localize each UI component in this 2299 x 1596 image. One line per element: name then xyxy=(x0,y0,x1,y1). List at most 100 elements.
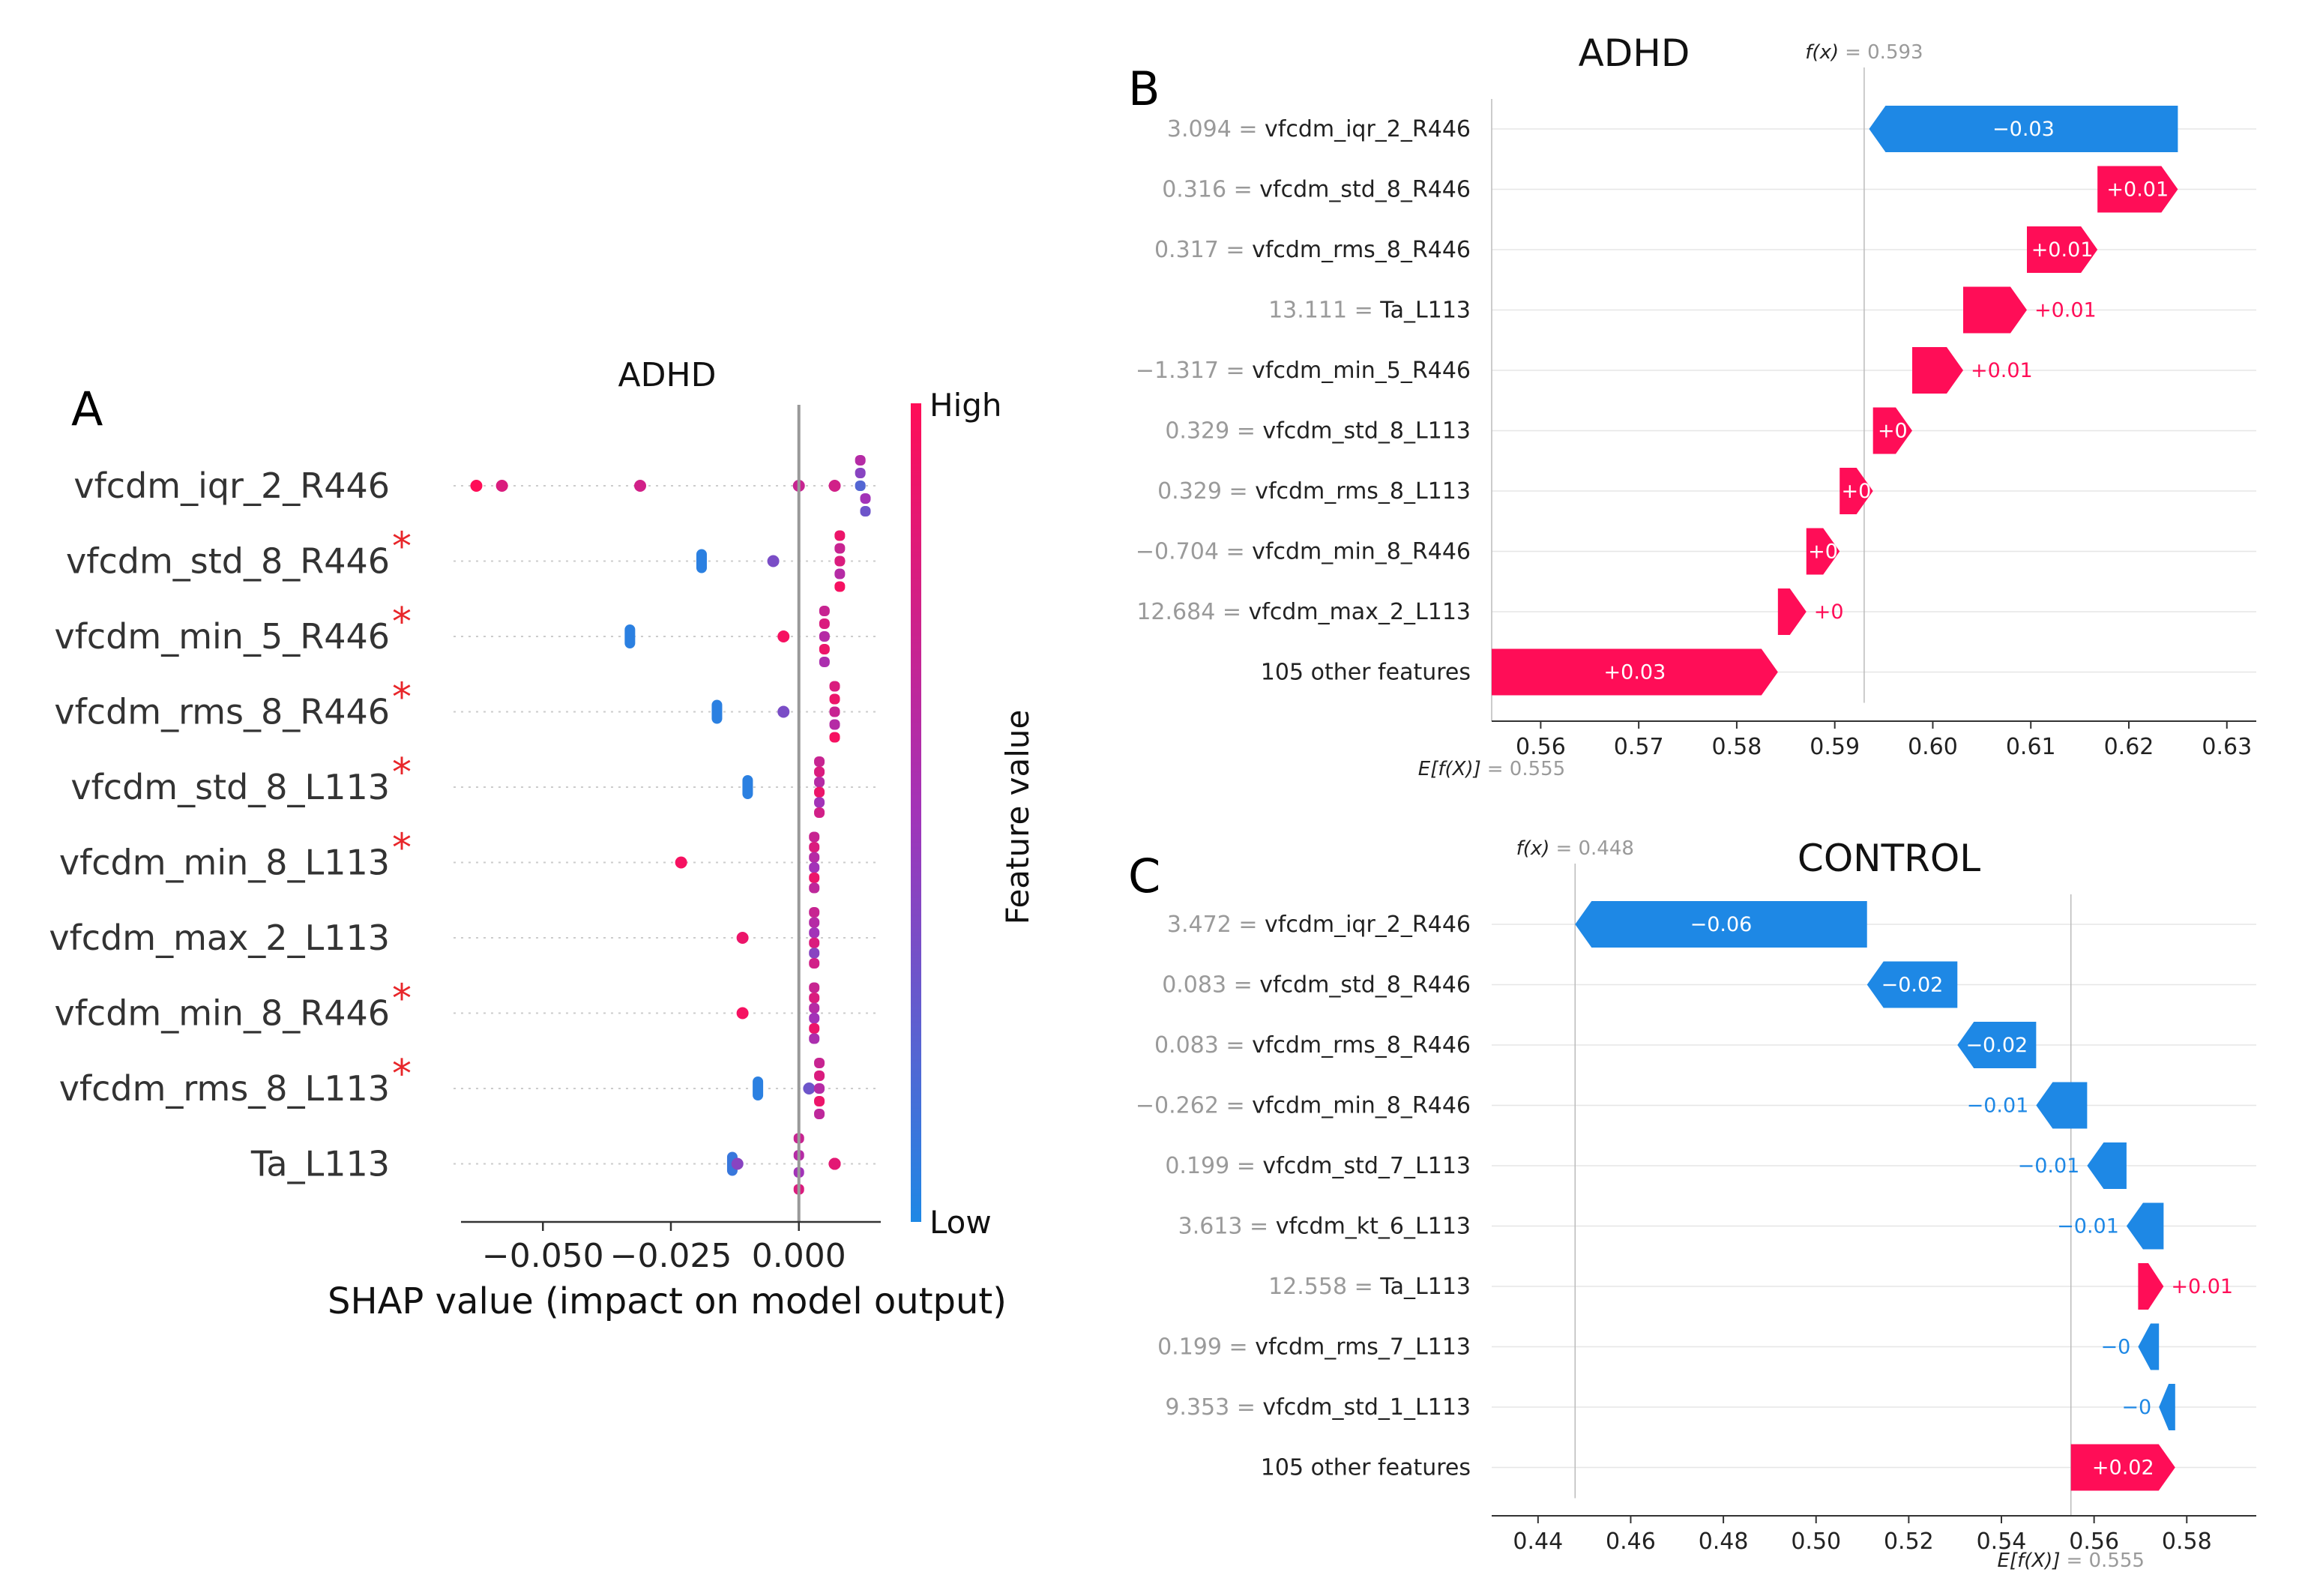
waterfall-negative-bar xyxy=(1957,1022,2037,1068)
beeswarm-x-tick-label: −0.025 xyxy=(610,1237,732,1275)
beeswarm-point xyxy=(777,705,790,718)
waterfall-feature-name: vfcdm_min_8_R446 xyxy=(1252,1093,1471,1119)
waterfall-feature-label: 0.316 = vfcdm_std_8_R446 xyxy=(1162,177,1471,203)
waterfall-x-tick-label: 0.56 xyxy=(1516,734,1566,760)
beeswarm-point xyxy=(814,797,825,808)
beeswarm-point xyxy=(814,1070,825,1081)
waterfall-feature-label: 0.199 = vfcdm_rms_7_L113 xyxy=(1157,1334,1471,1361)
panel-letter-b: B xyxy=(1128,61,1160,116)
waterfall-c-plot: f(x) = 0.448 −0.06 3.472 = vfcdm_iqr_2_R446… xyxy=(1136,837,2256,1572)
beeswarm-point xyxy=(829,706,840,717)
waterfall-expected-symbol: E[f(X)] xyxy=(1998,1550,2061,1572)
waterfall-feature-name: vfcdm_iqr_2_R446 xyxy=(1265,912,1471,938)
beeswarm-point xyxy=(809,1033,820,1044)
waterfall-x-tick-label: 0.56 xyxy=(2069,1529,2119,1555)
waterfall-positive-bar xyxy=(2070,1444,2175,1491)
waterfall-negative-bar xyxy=(1866,961,1958,1008)
waterfall-c-title: CONTROL xyxy=(1798,837,1980,880)
waterfall-feature-value: 0.083 = xyxy=(1162,972,1259,999)
waterfall-bar-label: +0.01 xyxy=(2171,1275,2233,1298)
waterfall-feature-value: 0.199 = xyxy=(1165,1153,1262,1179)
waterfall-feature-name: vfcdm_min_5_R446 xyxy=(1252,358,1471,384)
beeswarm-point xyxy=(809,993,820,1004)
waterfall-feature-value: 0.199 = xyxy=(1157,1334,1255,1361)
waterfall-feature-label: −0.262 = vfcdm_min_8_R446 xyxy=(1136,1093,1471,1119)
waterfall-feature-label: 12.684 = vfcdm_max_2_L113 xyxy=(1136,599,1471,625)
waterfall-bar-label: +0.01 xyxy=(2106,178,2169,202)
beeswarm-feature-label: vfcdm_min_8_L113 xyxy=(59,843,390,883)
waterfall-x-tick-label: 0.62 xyxy=(2104,734,2154,760)
beeswarm-point xyxy=(855,468,866,478)
waterfall-feature-name: Ta_L113 xyxy=(1379,298,1471,324)
beeswarm-feature-label: vfcdm_rms_8_R446 xyxy=(54,692,390,732)
waterfall-x-tick-label: 0.59 xyxy=(1810,734,1860,760)
waterfall-fx-value: = 0.593 xyxy=(1845,41,1923,64)
waterfall-feature-label: 3.094 = vfcdm_iqr_2_R446 xyxy=(1167,116,1471,142)
beeswarm-point xyxy=(814,1058,825,1068)
beeswarm-feature-label: vfcdm_min_5_R446 xyxy=(55,616,391,657)
waterfall-bar-label: +0.01 xyxy=(2031,238,2094,262)
beeswarm-point xyxy=(829,693,840,705)
beeswarm-point xyxy=(809,1023,820,1034)
waterfall-positive-bar xyxy=(1777,588,1807,635)
waterfall-feature-name: vfcdm_rms_7_L113 xyxy=(1255,1334,1471,1361)
waterfall-bar-label: +0.03 xyxy=(1604,661,1666,684)
waterfall-feature-name: vfcdm_iqr_2_R446 xyxy=(1265,116,1471,142)
waterfall-negative-bar xyxy=(2138,1323,2160,1370)
waterfall-x-tick-label: 0.46 xyxy=(1606,1529,1656,1555)
beeswarm-point xyxy=(834,530,846,541)
beeswarm-point xyxy=(767,555,780,567)
colorbar-title: Feature value xyxy=(999,710,1036,925)
beeswarm-point xyxy=(809,1013,820,1024)
beeswarm-point xyxy=(814,777,825,788)
waterfall-feature-label: 3.613 = vfcdm_kt_6_L113 xyxy=(1178,1214,1471,1240)
beeswarm-point xyxy=(753,1076,764,1100)
waterfall-feature-label: 0.317 = vfcdm_rms_8_R446 xyxy=(1154,237,1471,263)
waterfall-positive-bar xyxy=(1912,347,1963,394)
beeswarm-point xyxy=(819,606,830,616)
waterfall-bar-label: −0 xyxy=(2121,1396,2151,1419)
waterfall-feature-name: vfcdm_min_8_R446 xyxy=(1252,539,1471,565)
beeswarm-point xyxy=(819,657,830,667)
beeswarm-feature-label: vfcdm_std_8_L113 xyxy=(70,767,390,807)
waterfall-feature-name: vfcdm_rms_8_R446 xyxy=(1252,237,1471,263)
beeswarm-point xyxy=(860,506,871,517)
waterfall-fx-annotation: f(x) = 0.593 xyxy=(1805,41,1923,64)
beeswarm-point xyxy=(855,455,866,466)
colorbar-low-label: Low xyxy=(929,1204,992,1241)
beeswarm-point xyxy=(819,631,830,642)
beeswarm-point xyxy=(834,581,846,592)
waterfall-x-tick-label: 0.58 xyxy=(1712,734,1762,760)
panel-letter-a: A xyxy=(71,382,103,436)
panel-letter-c: C xyxy=(1128,849,1160,903)
waterfall-bar-label: −0.06 xyxy=(1690,913,1753,936)
waterfall-fx-annotation: f(x) = 0.448 xyxy=(1516,837,1634,860)
waterfall-feature-name: vfcdm_max_2_L113 xyxy=(1249,599,1471,625)
waterfall-bar-label: −0.01 xyxy=(1967,1094,2029,1118)
beeswarm-point xyxy=(675,856,687,869)
beeswarm-point xyxy=(834,543,846,554)
waterfall-feature-value: 0.329 = xyxy=(1157,478,1255,505)
significance-star: * xyxy=(392,600,412,645)
beeswarm-point xyxy=(809,907,820,918)
waterfall-feature-name: vfcdm_rms_8_R446 xyxy=(1252,1032,1471,1059)
waterfall-feature-label: 3.472 = vfcdm_iqr_2_R446 xyxy=(1167,912,1471,938)
waterfall-feature-value: −1.317 = xyxy=(1136,358,1252,384)
waterfall-x-tick-label: 0.61 xyxy=(2006,734,2056,760)
waterfall-feature-value: 0.317 = xyxy=(1154,237,1252,263)
beeswarm-point xyxy=(731,1157,744,1170)
waterfall-feature-name: 105 other features xyxy=(1261,1455,1471,1481)
waterfall-bar-label: −0.02 xyxy=(1881,974,1944,997)
waterfall-fx-value: = 0.448 xyxy=(1555,837,1633,860)
waterfall-feature-name: 105 other features xyxy=(1261,660,1471,686)
beeswarm-point xyxy=(809,862,820,873)
waterfall-fx-symbol: f(x) xyxy=(1516,837,1550,860)
beeswarm-point xyxy=(828,1157,841,1170)
beeswarm-point xyxy=(809,872,820,883)
beeswarm-point xyxy=(624,624,636,648)
waterfall-negative-bar xyxy=(2036,1082,2088,1129)
waterfall-feature-label: 13.111 = Ta_L113 xyxy=(1268,298,1471,324)
beeswarm-point xyxy=(860,493,871,504)
colorbar xyxy=(911,403,921,1222)
